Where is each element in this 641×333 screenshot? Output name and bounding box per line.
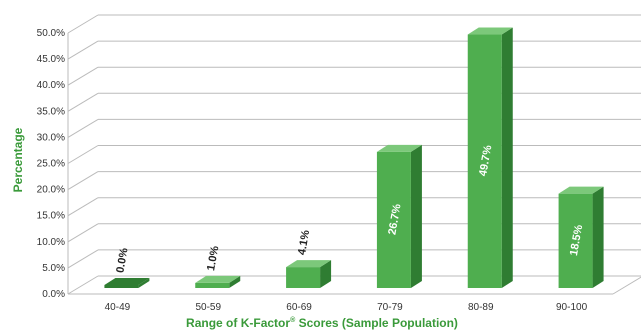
bar-value-label: 0.0% [114, 247, 130, 274]
bar-90-100: 18.5% [558, 186, 604, 288]
x-tick-label: 90-100 [556, 302, 588, 313]
gridline-diagonal [67, 92, 99, 112]
bar-front [195, 282, 230, 288]
floor-right-edge [612, 276, 641, 295]
y-tick-label: 20.0% [37, 185, 65, 196]
x-tick-label: 60-69 [286, 302, 312, 313]
bar-value-label: 26.7% [386, 203, 403, 236]
x-tick-label: 70-79 [377, 302, 403, 313]
gridline-diagonal [67, 275, 99, 295]
gridline-diagonal [67, 197, 99, 217]
grid-layer [67, 14, 641, 295]
y-tick-label: 25.0% [37, 159, 65, 170]
gridline-diagonal [67, 171, 99, 191]
gridline-diagonal [67, 223, 99, 243]
y-tick-label: 5.0% [42, 263, 65, 274]
bar-40-49: 0.0% [104, 247, 150, 288]
y-tick-label: 15.0% [37, 211, 65, 222]
x-tick-label: 50-59 [195, 302, 221, 313]
x-axis-label-main: Range of K-Factor [186, 316, 290, 330]
gridline-diagonal [67, 40, 99, 60]
bar-front [376, 151, 411, 288]
bar-side [138, 278, 150, 288]
bar-front [286, 267, 321, 288]
gridline-diagonal [67, 118, 99, 138]
bar-top [376, 144, 422, 152]
bar-80-89: 49.7% [467, 27, 513, 289]
bar-value-label: 49.7% [477, 144, 494, 177]
y-tick-label: 0.0% [42, 289, 65, 300]
y-tick-label: 35.0% [37, 106, 65, 117]
y-tick-label: 50.0% [37, 28, 65, 39]
x-axis-label-registered: ® [290, 316, 296, 324]
bar-front [467, 34, 502, 288]
bar-70-79: 26.7% [376, 144, 422, 288]
bar-layer: 0.0% 1.0% 4.1% 26.7% 49.7% 18.5% [104, 27, 604, 289]
bar-value-label: 4.1% [296, 229, 312, 256]
gridline-diagonal [67, 14, 99, 34]
y-tick-layer: 0.0% 5.0% 10.0% 15.0% 20.0% 25.0% 30.0% 35.0% 40… [37, 28, 65, 300]
x-tick-layer: 40-49 50-59 60-69 70-79 80-89 90-100 [105, 302, 588, 313]
bar-front [104, 285, 139, 288]
bar-top [558, 186, 604, 194]
bar-top [467, 27, 513, 35]
gridline-diagonal [67, 249, 99, 269]
bar-side [592, 186, 604, 288]
bar-value-label: 1.0% [205, 245, 221, 272]
bar-top [104, 278, 150, 285]
bar-top [195, 275, 241, 283]
x-tick-label: 40-49 [105, 302, 131, 313]
gridline-diagonal [67, 145, 99, 164]
y-tick-label: 10.0% [37, 237, 65, 248]
y-tick-label: 40.0% [37, 80, 65, 91]
bar-front [558, 193, 593, 288]
bar-side [410, 144, 422, 288]
bar-side [501, 27, 513, 289]
y-tick-label: 45.0% [37, 54, 65, 65]
bar-60-69: 4.1% [286, 229, 332, 288]
y-tick-label: 30.0% [37, 132, 65, 143]
bar-side [320, 260, 332, 288]
gridline-diagonal [67, 66, 99, 86]
bar-side [229, 275, 241, 288]
bar-50-59: 1.0% [195, 245, 241, 288]
x-axis-label-suffix: Scores (Sample Population) [295, 316, 458, 330]
x-axis-label: Range of K-Factor® Scores (Sample Popula… [186, 316, 458, 330]
x-tick-label: 80-89 [468, 302, 494, 313]
y-axis-label: Percentage [11, 127, 25, 192]
bar-value-label: 18.5% [568, 224, 585, 257]
bar-top [286, 260, 332, 268]
